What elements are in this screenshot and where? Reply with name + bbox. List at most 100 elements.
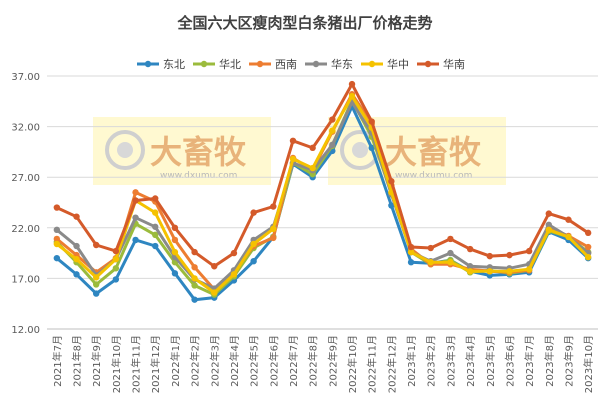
data-point (368, 144, 375, 152)
x-tick-label: 2023年2月 (425, 335, 438, 387)
data-point (171, 248, 179, 256)
data-point (230, 249, 238, 257)
x-tick-label: 2021年11月 (130, 335, 143, 393)
data-point (565, 216, 572, 223)
series-line (55, 104, 590, 302)
data-point (407, 243, 415, 251)
data-point (132, 236, 139, 244)
watermark-right: 大畜牧 www.dxumu.com (328, 117, 506, 185)
data-point (486, 252, 493, 260)
x-tick-label: 2023年3月 (444, 335, 457, 387)
data-point (211, 263, 218, 270)
legend-item: 西南 (249, 58, 297, 71)
data-point (466, 245, 474, 253)
series-line (56, 82, 590, 268)
data-point (92, 274, 100, 281)
series-line (55, 100, 590, 290)
series-华中 (53, 93, 592, 296)
data-point (191, 248, 198, 256)
y-tick-label: 37.00 (11, 72, 40, 83)
data-point (152, 231, 159, 239)
x-tick-label: 2022年2月 (189, 335, 202, 387)
data-point (132, 197, 139, 204)
watermark-brand-left: 大畜牧 (150, 133, 247, 171)
data-point (132, 214, 139, 221)
legend-item: 东北 (137, 58, 185, 71)
x-tick-label: 2021年9月 (90, 335, 103, 387)
legend: 东北 华北 西南 华东 华中 华南 (137, 57, 465, 71)
watermark-url-right: www.dxumu.com (395, 171, 472, 181)
legend-marker (256, 60, 264, 68)
data-point (565, 233, 572, 241)
data-point (309, 164, 316, 172)
legend-label: 东北 (163, 58, 185, 71)
legend-marker (424, 60, 432, 68)
data-point (407, 248, 415, 256)
data-point (584, 229, 592, 237)
x-tick-label: 2022年8月 (307, 335, 320, 387)
data-point (289, 137, 297, 144)
x-tick-label: 2023年10月 (582, 335, 595, 393)
x-tick-label: 2022年11月 (366, 335, 379, 393)
data-point (250, 209, 257, 216)
data-point (73, 271, 80, 278)
x-tick-label: 2022年7月 (287, 335, 300, 387)
x-tick-label: 2022年10月 (346, 335, 359, 393)
data-point (348, 93, 356, 100)
series-lines (53, 80, 592, 303)
data-point (191, 296, 198, 303)
data-point (53, 235, 61, 243)
legend-label: 华北 (219, 57, 241, 71)
data-point (545, 226, 553, 234)
data-point (388, 178, 395, 185)
data-point (92, 241, 100, 249)
x-tick-label: 2023年6月 (503, 335, 516, 387)
x-tick-label: 2023年1月 (405, 335, 418, 387)
x-tick-label: 2022年1月 (169, 335, 182, 387)
legend-label: 华东 (331, 57, 353, 71)
data-point (525, 266, 533, 273)
data-point (506, 251, 513, 259)
data-point (132, 189, 139, 196)
data-point (466, 268, 474, 275)
data-point (152, 242, 159, 250)
series-line (55, 94, 590, 295)
x-tick-label: 2022年4月 (228, 335, 241, 387)
data-point (250, 257, 257, 265)
x-tick-label: 2022年6月 (267, 335, 280, 387)
legend-item: 华东 (305, 57, 353, 71)
y-tick-label: 32.00 (11, 123, 40, 134)
data-point (447, 259, 454, 266)
grid-lines (47, 75, 598, 330)
x-tick-label: 2022年12月 (385, 335, 398, 393)
watermark-url-left: www.dxumu.com (160, 171, 237, 181)
data-point (171, 236, 179, 244)
watermark-brand-right: 大畜牧 (385, 133, 482, 171)
data-point (407, 259, 415, 266)
data-point (211, 289, 218, 296)
data-point (545, 221, 553, 228)
watermark-group: 大畜牧 www.dxumu.com 大畜牧 www.dxumu.com (93, 117, 506, 185)
data-point (270, 225, 277, 233)
data-point (545, 210, 553, 217)
x-tick-label: 2021年7月 (51, 335, 64, 387)
x-tick-label: 2023年4月 (464, 335, 477, 387)
data-point (348, 80, 356, 88)
data-point (152, 209, 159, 216)
legend-marker (144, 60, 152, 68)
data-point (191, 275, 198, 282)
x-tick-label: 2023年7月 (523, 335, 536, 387)
data-point (73, 255, 80, 263)
data-point (230, 271, 238, 278)
data-point (53, 204, 61, 211)
x-tick-label: 2022年5月 (248, 335, 261, 387)
data-point (191, 264, 198, 271)
x-tick-label: 2021年8月 (71, 335, 84, 387)
chart-title: 全国六大区瘦肉型白条猪出厂价格走势 (176, 14, 432, 32)
x-tick-label: 2023年5月 (484, 335, 497, 387)
series-华南 (53, 80, 592, 270)
data-point (53, 254, 61, 262)
y-axis-ticks: 12.00 17.00 22.00 27.00 32.00 37.00 (11, 72, 40, 336)
x-tick-label: 2023年9月 (562, 335, 575, 387)
